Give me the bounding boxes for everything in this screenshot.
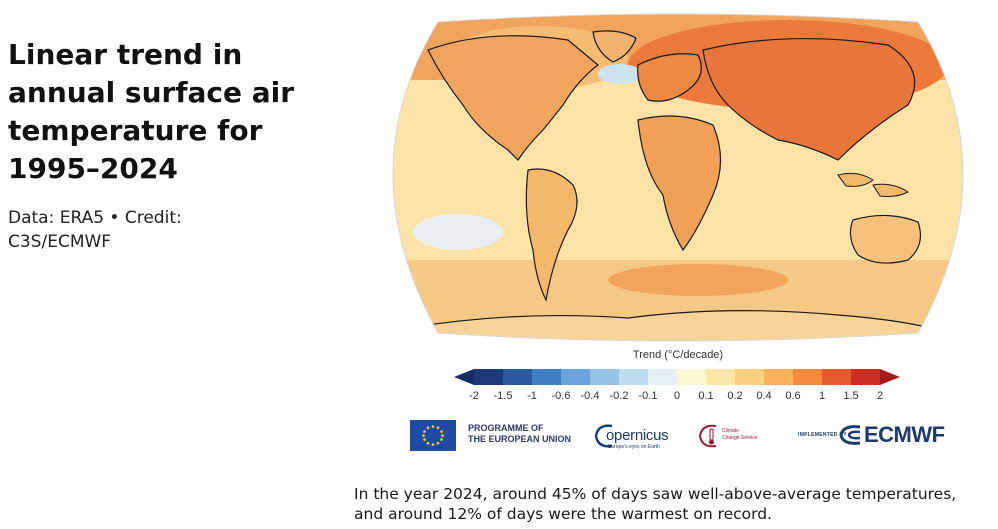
africa [637,115,722,252]
colorbar-tick-label: -0.6 [551,390,571,402]
colorbar-bin [648,369,678,385]
copernicus-tagline: Europe's eyes on Earth [608,444,660,450]
eu-programme-label: PROGRAMME OF THE EUROPEAN UNION [468,423,572,444]
colorbar-tick-label: -1.5 [493,390,513,402]
implemented-by-label: IMPLEMENTED BY [798,432,847,438]
colorbar-tick-label: 1 [818,390,826,402]
colorbar-tick-label: -0.4 [580,390,600,402]
colorbar-tick-label: 0.6 [785,390,801,402]
north-atlantic-cold-patch [598,64,642,84]
ecmwf-symbol-icon [838,424,864,446]
colorbar-bin [474,369,504,385]
world-temperature-trend-map [368,10,988,345]
colorbar-bin [532,369,562,385]
colorbar-tick-label: -0.1 [638,390,658,402]
colorbar-bin [822,369,852,385]
colorbar-tick-label: 2 [876,390,884,402]
colorbar-bin [677,369,707,385]
north-america [427,35,599,161]
colorbar-bin [851,369,881,385]
south-america [525,168,578,302]
copernicus-wordmark: opernicus [606,427,669,444]
europe [637,53,702,102]
data-credit: Data: ERA5 • Credit: C3S/ECMWF [8,208,182,252]
southeast-pacific-cold-patch [413,214,503,250]
colorbar-bin [561,369,591,385]
colorbar-tick-label: -0.2 [609,390,629,402]
colorbar-bin [735,369,765,385]
colorbar-bin [590,369,620,385]
color-scale-ticks: -2 -1.5 -1 -0.6 -0.4 -0.2 -0.1 0 0.1 0.2 0.4 0.6 1 1.… [454,390,900,406]
asia [702,37,916,161]
colorbar-bin [706,369,736,385]
page-title: Linear trend in annual surface air tempe… [8,38,295,185]
colorbar-extend-low [454,369,474,385]
legend-title: Trend (°C/decade) [632,349,724,361]
ecmwf-wordmark: ECMWF [864,422,945,447]
eu-flag-icon [410,420,456,451]
c3s-thermometer-icon [694,421,724,451]
c3s-label: Climate Change Service [722,428,758,441]
colorbar-tick-label: 0.2 [727,390,743,402]
colorbar-tick-label: 0.1 [698,390,714,402]
colorbar-extend-high [880,369,900,385]
caption-text: In the year 2024, around 45% of days saw… [354,485,957,523]
colorbar-bin [793,369,823,385]
colorbar-tick-label: -1 [527,390,537,402]
colorbar-bin [619,369,649,385]
colorbar-tick-label: 0.4 [756,390,772,402]
colorbar-bin [503,369,533,385]
copernicus-logo-icon [586,420,686,452]
colorbar-tick-label: 0 [673,390,681,402]
color-scale-bar [454,369,900,385]
partner-logos: PROGRAMME OF THE EUROPEAN UNION opernicus… [410,418,970,452]
australia [849,214,921,264]
greenland [592,30,637,63]
colorbar-tick-label: 1.5 [843,390,859,402]
colorbar-tick-label: -2 [469,390,479,402]
colorbar-bin [764,369,794,385]
